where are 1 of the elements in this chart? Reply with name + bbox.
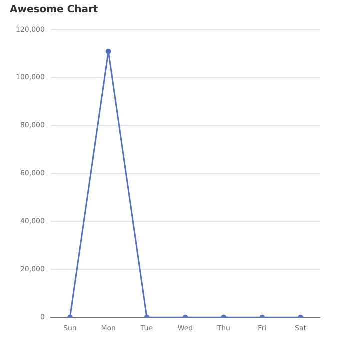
chart-title: Awesome Chart bbox=[10, 4, 98, 16]
